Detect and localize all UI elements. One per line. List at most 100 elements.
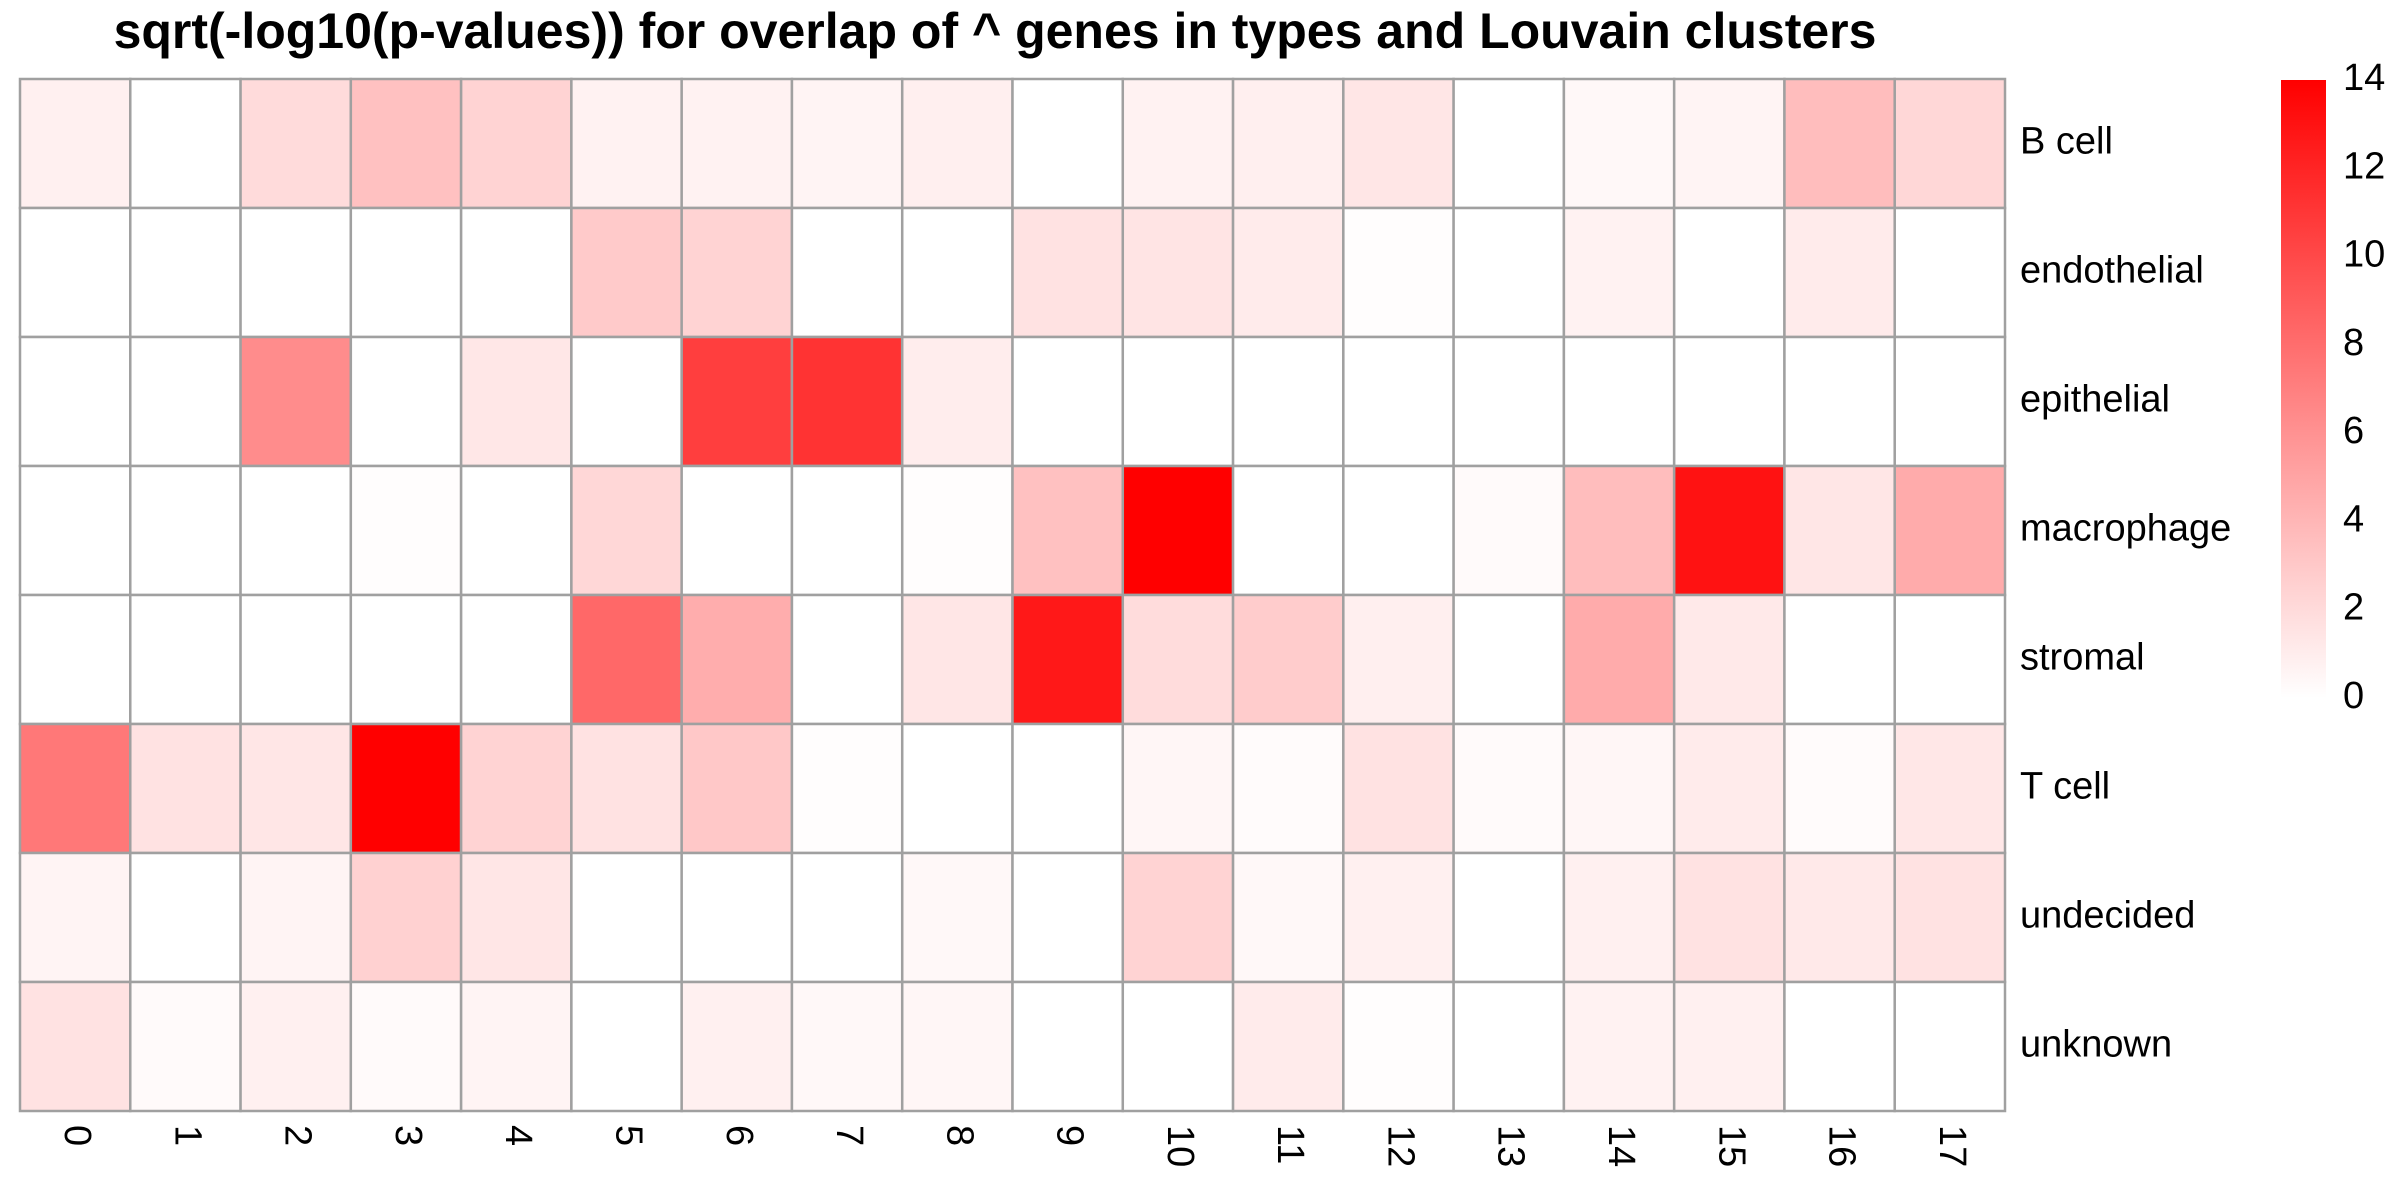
heatmap-cell [239, 980, 353, 1113]
heatmap-cell [18, 980, 132, 1113]
heatmap-cell [570, 722, 683, 855]
heatmap-cell [239, 593, 353, 726]
heatmap-cell [1452, 335, 1566, 468]
heatmap-cell [790, 722, 904, 855]
heatmap-cell [680, 335, 794, 468]
heatmap-cell [129, 851, 242, 984]
heatmap-cell [349, 851, 463, 984]
heatmap-cell [1562, 980, 1676, 1113]
heatmap-cell [459, 464, 573, 597]
heatmap-cell [129, 593, 242, 726]
heatmap-cell [570, 206, 683, 339]
column-label: 14 [1600, 1125, 1642, 1167]
column-label: 4 [497, 1125, 539, 1146]
heatmap-cell [1562, 77, 1676, 210]
heatmap-cell [1342, 722, 1455, 855]
heatmap-cell [680, 851, 794, 984]
heatmap-cell [239, 77, 353, 210]
heatmap-cell [349, 980, 463, 1113]
heatmap-cell [18, 851, 132, 984]
heatmap-cell [1121, 464, 1235, 597]
row-label: endothelial [2020, 250, 2204, 292]
heatmap-cell [1342, 77, 1455, 210]
column-label: 2 [277, 1125, 319, 1146]
heatmap-cell [790, 335, 904, 468]
column-label: 6 [718, 1125, 760, 1146]
heatmap-cell [1121, 77, 1235, 210]
heatmap-cell [1783, 206, 1896, 339]
colorbar-tick-label: 14 [2343, 57, 2385, 99]
heatmap-cell [1562, 593, 1676, 726]
row-label: macrophage [2020, 508, 2231, 550]
heatmap-cell [790, 206, 904, 339]
heatmap-cell [1121, 722, 1235, 855]
heatmap-cell [18, 335, 132, 468]
heatmap-cell [680, 593, 794, 726]
heatmap-cell [1783, 77, 1896, 210]
heatmap-cell [1011, 77, 1125, 210]
heatmap-cell [1011, 335, 1125, 468]
heatmap-cell [1893, 77, 2007, 210]
heatmap-cell [1452, 722, 1566, 855]
row-label: unknown [2020, 1024, 2172, 1066]
row-label: epithelial [2020, 379, 2170, 421]
heatmap-cell [1783, 464, 1896, 597]
heatmap-cell [459, 980, 573, 1113]
heatmap-cell [790, 77, 904, 210]
colorbar-gradient [2281, 80, 2326, 698]
column-label: 13 [1490, 1125, 1532, 1167]
heatmap-cell [680, 464, 794, 597]
heatmap-cell [1672, 464, 1786, 597]
column-label: 9 [1049, 1125, 1091, 1146]
heatmap-cell [459, 335, 573, 468]
heatmap-cell [129, 206, 242, 339]
colorbar-tick-label: 4 [2343, 498, 2364, 540]
heatmap-cell [1231, 722, 1345, 855]
heatmap-cell [1011, 722, 1125, 855]
heatmap-cell [1783, 980, 1896, 1113]
heatmap-cell [790, 851, 904, 984]
heatmap-cell [1562, 851, 1676, 984]
colorbar-legend: 0 2 4 6 8 10 12 14 [2281, 57, 2385, 717]
heatmap-cell [129, 335, 242, 468]
heatmap-cell [18, 593, 132, 726]
heatmap-cell [900, 980, 1014, 1113]
heatmap-cell [18, 206, 132, 339]
heatmap-cell [349, 335, 463, 468]
heatmap-cell [239, 722, 353, 855]
column-label: 16 [1821, 1125, 1863, 1167]
colorbar-tick-label: 10 [2343, 234, 2385, 276]
colorbar-tick-label: 6 [2343, 410, 2364, 452]
heatmap-cell [1672, 851, 1786, 984]
column-label: 0 [56, 1125, 98, 1146]
heatmap-cell [129, 77, 242, 210]
row-label: B cell [2020, 121, 2113, 163]
heatmap-cell [1562, 464, 1676, 597]
column-label: 7 [828, 1125, 870, 1146]
heatmap-cell [1121, 335, 1235, 468]
heatmap-cell [570, 77, 683, 210]
heatmap-cell [1672, 77, 1786, 210]
heatmap-cell [18, 722, 132, 855]
heatmap-cell [1231, 335, 1345, 468]
colorbar-tick-label: 8 [2343, 322, 2364, 364]
heatmap-cell [1893, 464, 2007, 597]
row-label: stromal [2020, 637, 2145, 679]
heatmap-cells [18, 77, 2007, 1113]
heatmap-cell [1672, 593, 1786, 726]
heatmap-cell [680, 206, 794, 339]
heatmap-cell [459, 722, 573, 855]
chart-title: sqrt(-log10(p-values)) for overlap of ^ … [113, 3, 1877, 59]
heatmap-cell [239, 206, 353, 339]
column-label: 3 [387, 1125, 429, 1146]
heatmap-cell [1893, 722, 2007, 855]
column-label: 15 [1710, 1125, 1752, 1167]
heatmap-cell [1011, 980, 1125, 1113]
heatmap-cell [1231, 980, 1345, 1113]
heatmap-cell [1342, 464, 1455, 597]
heatmap-cell [1342, 206, 1455, 339]
heatmap-cell [1231, 851, 1345, 984]
heatmap-cell [1783, 851, 1896, 984]
column-label: 10 [1159, 1125, 1201, 1167]
heatmap-cell [1452, 851, 1566, 984]
